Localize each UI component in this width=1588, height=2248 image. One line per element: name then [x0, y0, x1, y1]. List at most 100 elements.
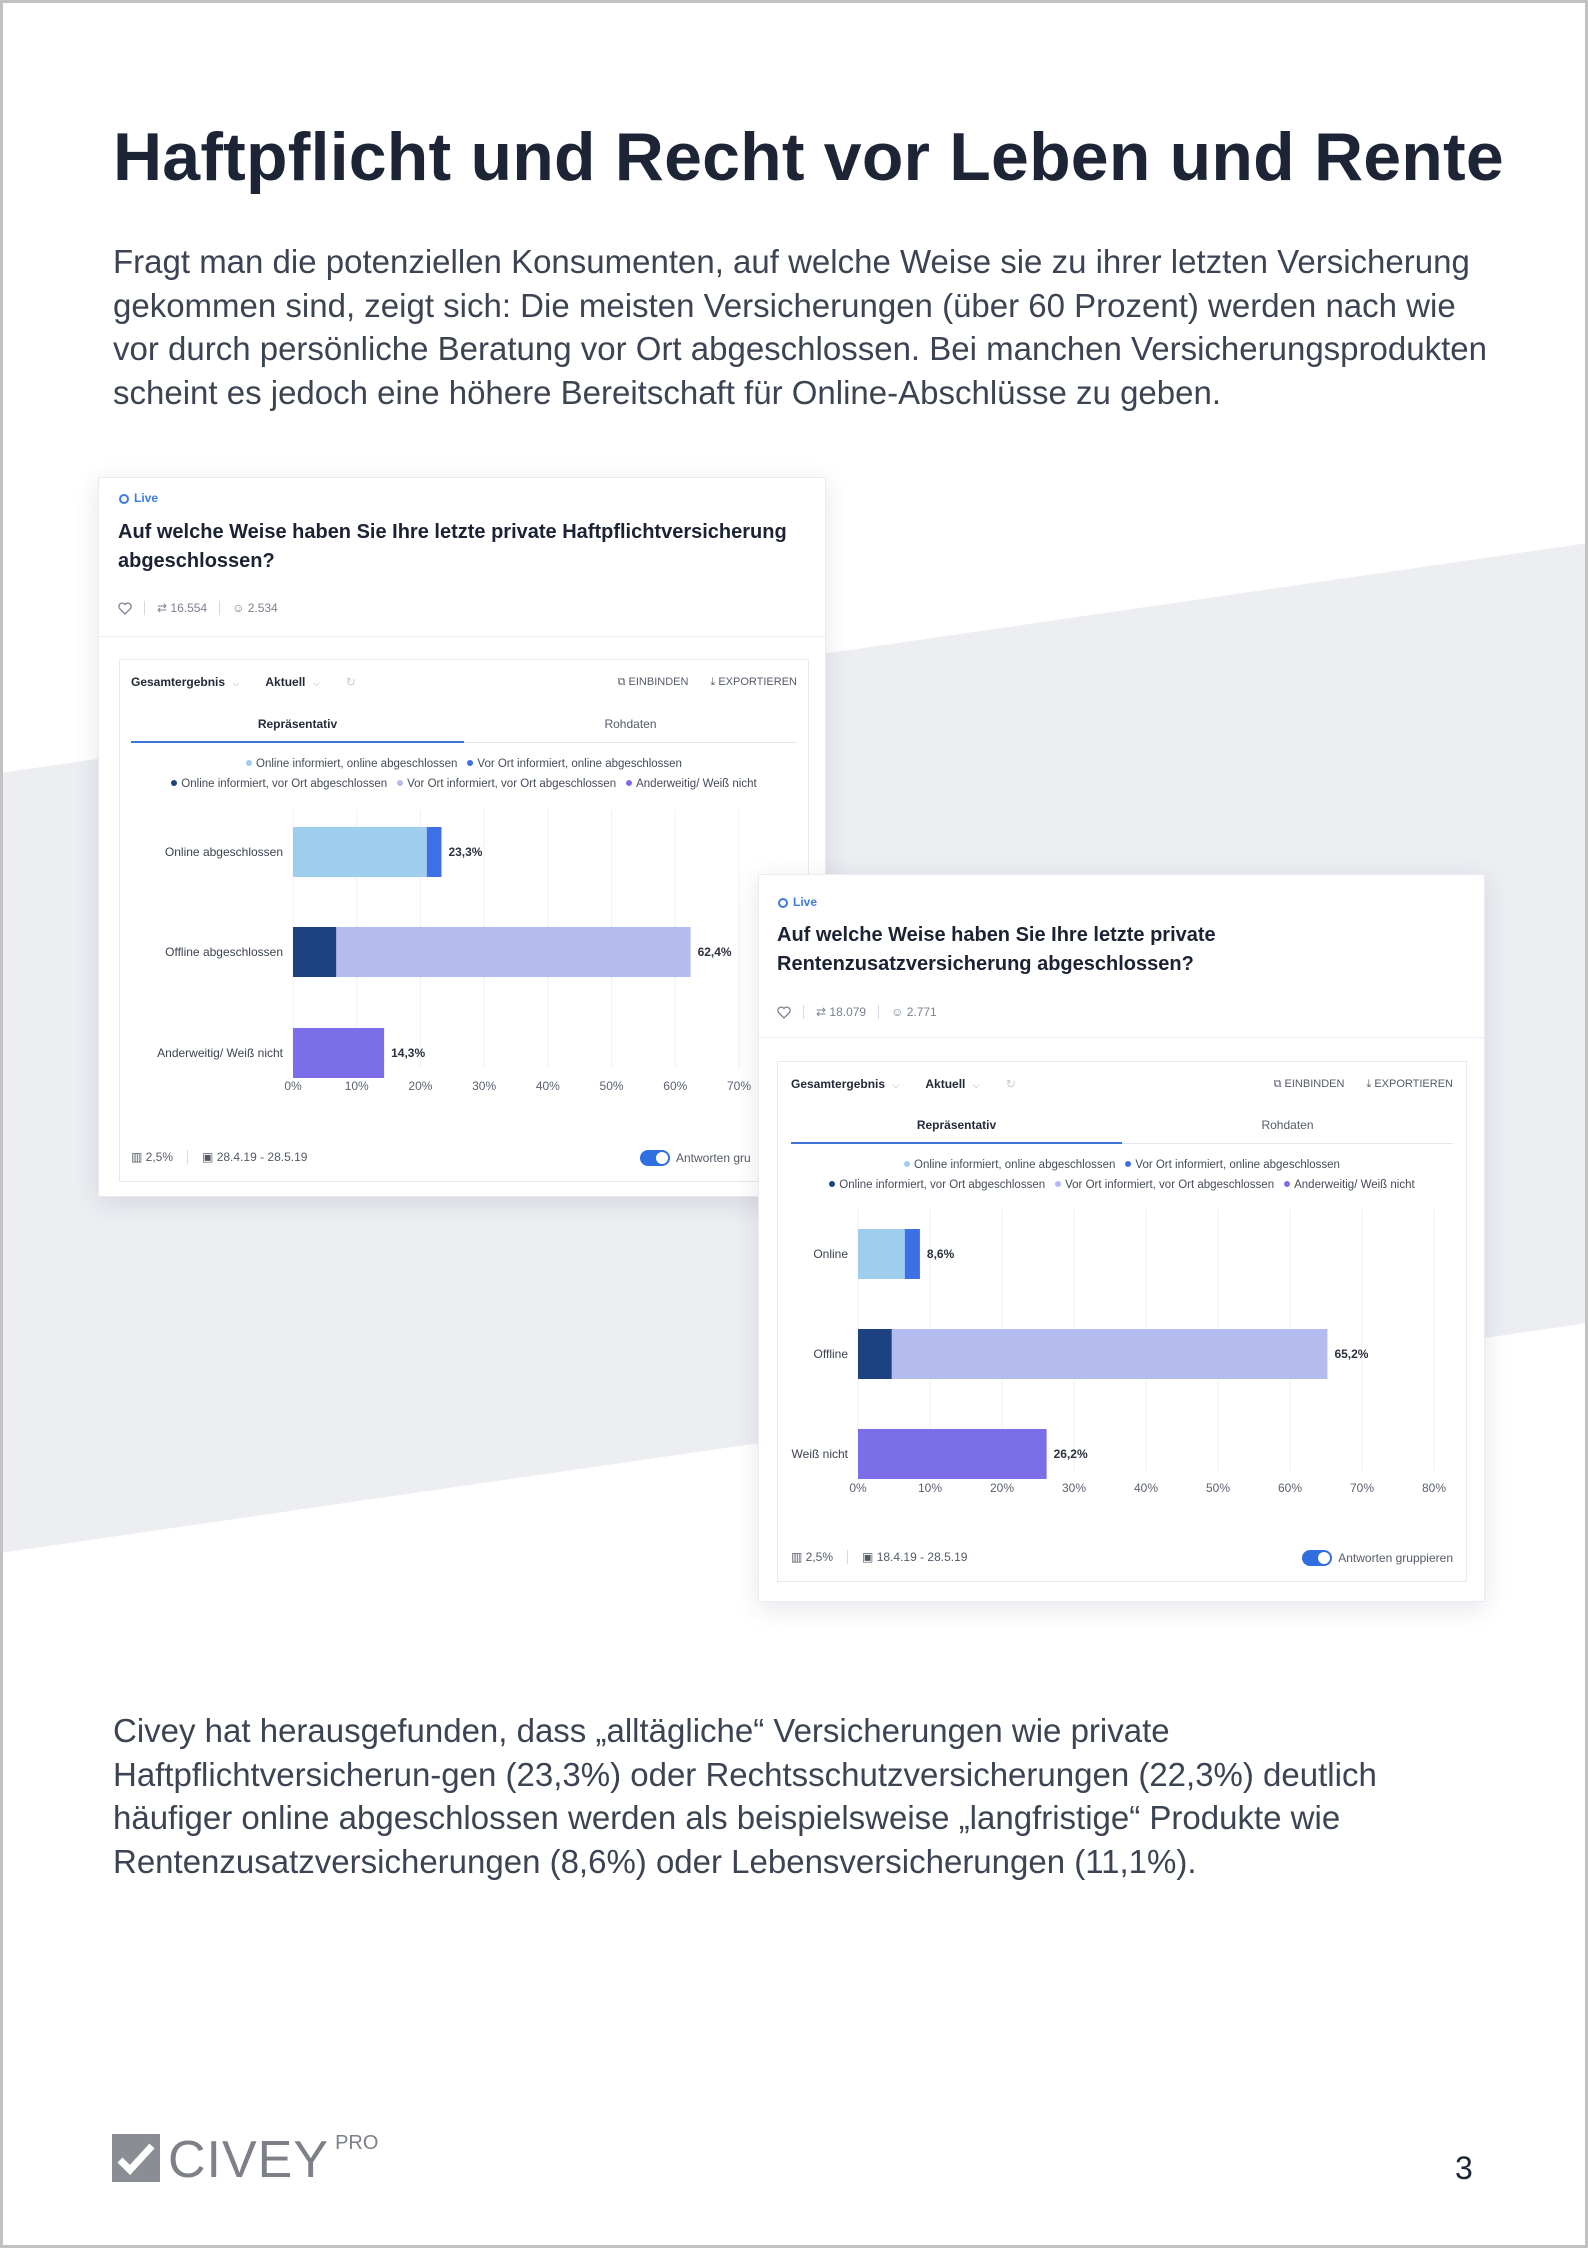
period-dropdown[interactable]: Aktuell: [265, 675, 319, 689]
category-label: Online: [813, 1247, 848, 1261]
result-panel: Gesamtergebnis Aktuell ↻ ⧉ EINBINDEN ⤓ E…: [777, 1061, 1467, 1582]
category-label: Weiß nicht: [792, 1447, 849, 1461]
poll-meta: ⇄ 16.554 ☺ 2.534: [118, 601, 278, 615]
legend-item: Vor Ort informiert, vor Ort abgeschlosse…: [1055, 1179, 1274, 1191]
survey-period: ▣ 18.4.19 - 28.5.19: [862, 1550, 967, 1564]
share-count: ⇄ 16.554: [157, 601, 207, 615]
value-label: 62,4%: [698, 945, 732, 959]
person-icon: ☺: [891, 1005, 907, 1019]
legend-item: Online informiert, vor Ort abgeschlossen: [829, 1179, 1045, 1191]
x-tick-label: 40%: [536, 1079, 560, 1093]
conclusion-paragraph: Civey hat herausgefunden, dass „alltägli…: [113, 1712, 1377, 1880]
tab-representative[interactable]: Repräsentativ: [791, 1118, 1122, 1144]
error-margin-value: 2,5%: [145, 1150, 174, 1164]
heart-icon[interactable]: [118, 601, 132, 615]
divider: [219, 601, 221, 615]
participant-count: ☺ 2.534: [232, 601, 278, 615]
live-icon: [119, 494, 129, 504]
share-count-value: 16.554: [170, 601, 208, 615]
x-tick-label: 30%: [472, 1079, 496, 1093]
toggle-switch[interactable]: [1302, 1550, 1333, 1566]
tab-representative[interactable]: Repräsentativ: [131, 717, 464, 743]
legend-swatch: [246, 760, 253, 766]
live-icon: [778, 898, 788, 908]
poll-question: Auf welche Weise haben Sie Ihre letzte p…: [777, 924, 1216, 975]
x-tick-label: 10%: [918, 1481, 942, 1495]
value-label: 26,2%: [1054, 1447, 1088, 1461]
x-tick-label: 70%: [727, 1079, 751, 1093]
embed-button[interactable]: ⧉ EINBINDEN: [618, 676, 689, 689]
divider: [187, 1150, 189, 1164]
live-label: Live: [793, 895, 818, 909]
bar-segment: [293, 927, 337, 977]
error-margin-value: 2,5%: [805, 1550, 834, 1564]
poll-meta: ⇄ 18.079 ☺ 2.771: [777, 1005, 937, 1019]
divider: [878, 1005, 880, 1019]
legend-item: Anderweitig/ Weiß nicht: [626, 778, 757, 790]
legend-swatch: [1125, 1161, 1132, 1167]
filter-dropdown[interactable]: Gesamtergebnis: [791, 1077, 899, 1091]
result-tabs: Repräsentativ Rohdaten: [791, 1118, 1453, 1144]
error-margin: ▥ 2,5%: [131, 1150, 173, 1164]
legend-item: Online informiert, vor Ort abgeschlossen: [171, 778, 387, 790]
participant-count: ☺ 2.771: [891, 1005, 937, 1019]
result-tabs: Repräsentativ Rohdaten: [131, 717, 797, 743]
group-toggle-label: Antworten gru: [676, 1151, 751, 1165]
bar-chart-haftpflicht: 0% 10% 20% 30% 40% 50% 60% 70% Online abgeschlos…: [157, 810, 751, 1093]
tab-raw-data[interactable]: Rohdaten: [1122, 1118, 1453, 1144]
export-button[interactable]: ⤓ EXPORTIEREN: [710, 676, 797, 689]
chart-icon: ▥: [131, 1150, 146, 1164]
filter-dropdown[interactable]: Gesamtergebnis: [131, 675, 239, 689]
legend-item: Online informiert, online abgeschlossen: [904, 1159, 1115, 1171]
legend-item: Online informiert, online abgeschlossen: [246, 758, 457, 770]
bar-segment: [904, 1229, 920, 1279]
survey-period-value: 28.4.19 - 28.5.19: [216, 1150, 308, 1164]
category-label: Offline: [814, 1347, 849, 1361]
x-tick-label: 20%: [990, 1481, 1014, 1495]
legend-swatch: [829, 1181, 836, 1187]
bar-segment: [891, 1329, 1328, 1379]
period-dropdown[interactable]: Aktuell: [925, 1077, 979, 1091]
x-tick-label: 60%: [1278, 1481, 1302, 1495]
error-margin: ▥ 2,5%: [791, 1550, 833, 1564]
group-toggle[interactable]: Antworten gru: [640, 1150, 751, 1166]
share-count-value: 18.079: [829, 1005, 867, 1019]
person-icon: ☺: [232, 601, 248, 615]
embed-button[interactable]: ⧉ EINBINDEN: [1274, 1078, 1345, 1091]
result-toolbar: Gesamtergebnis Aktuell ↻: [131, 675, 356, 689]
tab-raw-data[interactable]: Rohdaten: [464, 717, 797, 743]
group-toggle[interactable]: Antworten gruppieren: [1302, 1550, 1453, 1566]
refresh-icon[interactable]: ↻: [345, 675, 356, 689]
x-tick-label: 40%: [1134, 1481, 1158, 1495]
logo-wordmark: CIVEY: [168, 2131, 330, 2189]
download-icon: ⤓: [710, 676, 719, 688]
category-label: Anderweitig/ Weiß nicht: [157, 1046, 283, 1060]
poll-card-rentenzusatz: Live Auf welche Weise haben Sie Ihre let…: [758, 874, 1485, 1602]
x-tick-label: 20%: [408, 1079, 432, 1093]
intro-paragraph: Fragt man die potenziellen Konsumenten, …: [113, 243, 1487, 411]
page-number: 3: [1455, 2150, 1473, 2186]
embed-icon: ⧉: [1273, 1078, 1285, 1090]
export-button[interactable]: ⤓ EXPORTIEREN: [1366, 1078, 1453, 1091]
legend-swatch: [397, 780, 404, 786]
group-toggle-label: Antworten gruppieren: [1338, 1551, 1453, 1565]
toggle-switch[interactable]: [640, 1150, 670, 1166]
participant-count-value: 2.771: [906, 1005, 937, 1019]
legend-item: Vor Ort informiert, online abgeschlossen: [467, 758, 682, 770]
refresh-icon[interactable]: ↻: [1005, 1077, 1016, 1091]
chart-icon: ▥: [791, 1550, 806, 1564]
share-count: ⇄ 18.079: [816, 1005, 866, 1019]
embed-icon: ⧉: [617, 676, 629, 688]
embed-label: EINBINDEN: [628, 676, 689, 688]
x-tick-label: 60%: [663, 1079, 687, 1093]
result-footer: ▥ 2,5% ▣ 18.4.19 - 28.5.19: [791, 1550, 967, 1564]
heart-icon[interactable]: [777, 1005, 791, 1019]
poll-question: Auf welche Weise haben Sie Ihre letzte p…: [118, 521, 787, 572]
x-tick-label: 70%: [1350, 1481, 1374, 1495]
x-tick-label: 50%: [600, 1079, 624, 1093]
poll-header: Live Auf welche Weise haben Sie Ihre let…: [99, 478, 825, 637]
x-tick-label: 0%: [284, 1079, 302, 1093]
bar-segment: [858, 1429, 1047, 1479]
value-label: 8,6%: [927, 1247, 955, 1261]
